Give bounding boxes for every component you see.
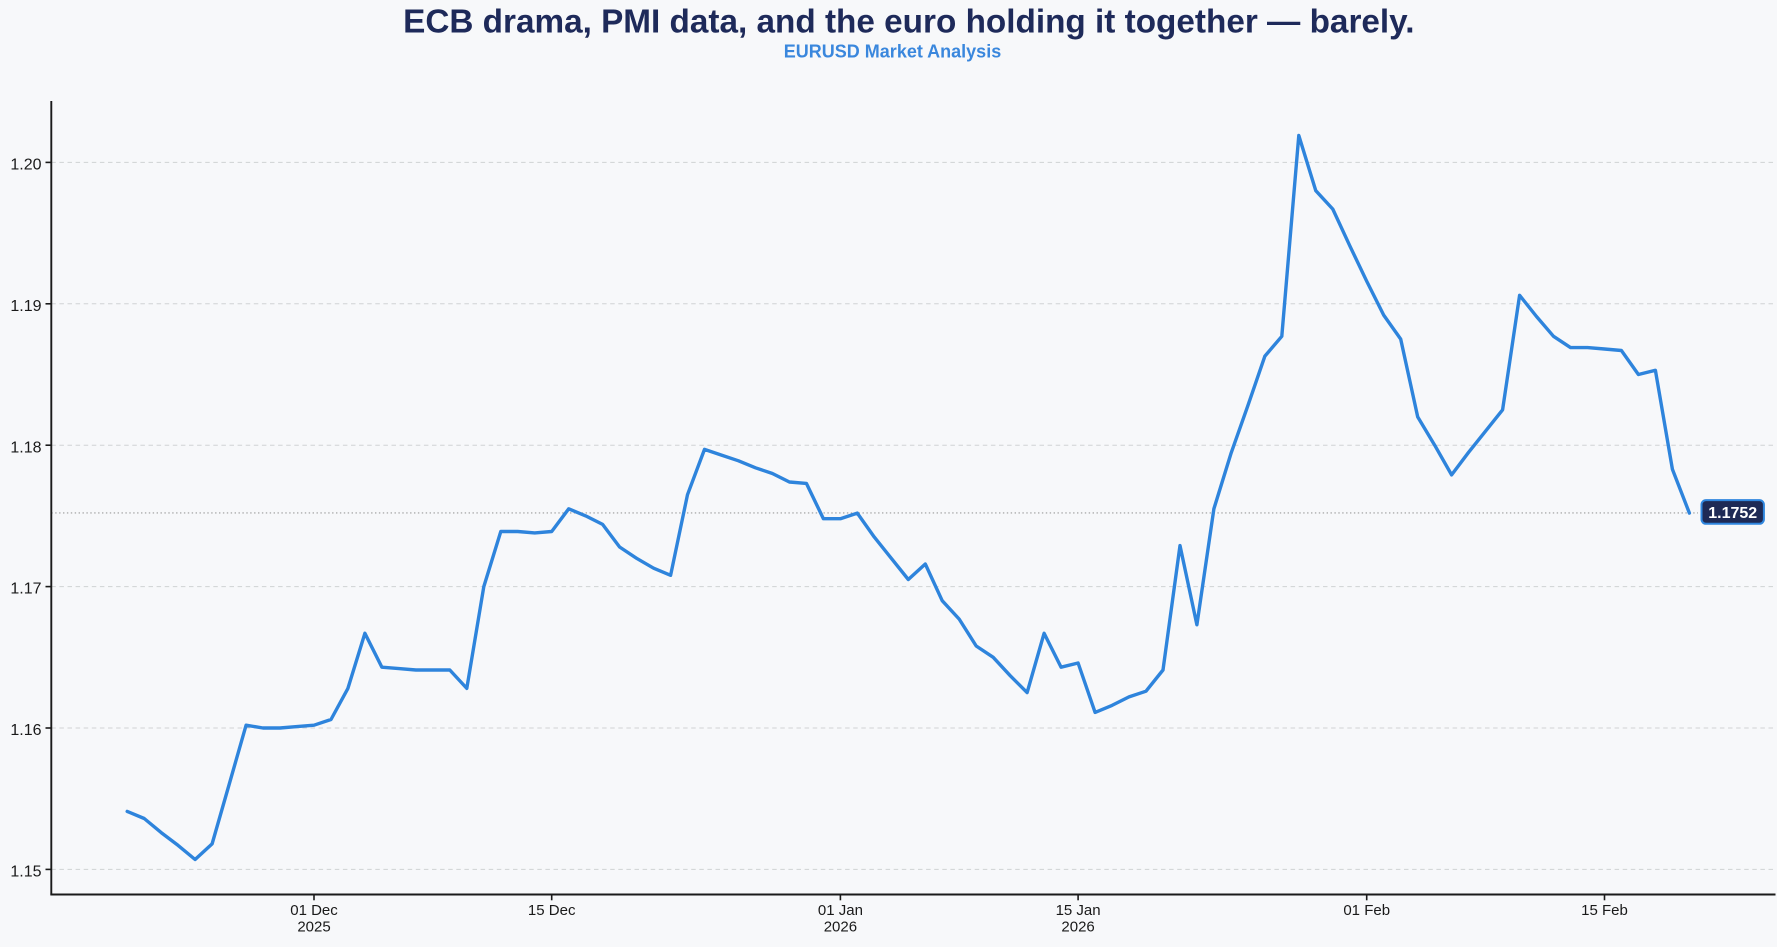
svg-text:EURUSD Market Analysis: EURUSD Market Analysis — [784, 42, 1001, 62]
svg-text:1.18: 1.18 — [10, 439, 41, 456]
svg-text:1.15: 1.15 — [10, 864, 41, 881]
svg-text:15 Jan: 15 Jan — [1056, 902, 1101, 919]
svg-text:2026: 2026 — [824, 918, 857, 935]
svg-text:ECB drama, PMI data, and the e: ECB drama, PMI data, and the euro holdin… — [403, 4, 1414, 41]
svg-text:2026: 2026 — [1061, 918, 1094, 935]
svg-text:1.20: 1.20 — [10, 157, 41, 174]
svg-text:01 Feb: 01 Feb — [1343, 902, 1390, 919]
svg-text:15 Feb: 15 Feb — [1581, 902, 1628, 919]
svg-text:1.17: 1.17 — [10, 581, 41, 598]
svg-text:1.1752: 1.1752 — [1708, 505, 1757, 522]
svg-text:1.19: 1.19 — [10, 298, 41, 315]
svg-text:01 Jan: 01 Jan — [818, 902, 863, 919]
svg-text:01 Dec: 01 Dec — [290, 902, 338, 919]
svg-text:15 Dec: 15 Dec — [528, 902, 576, 919]
svg-text:1.16: 1.16 — [10, 722, 41, 739]
svg-text:2025: 2025 — [297, 918, 330, 935]
